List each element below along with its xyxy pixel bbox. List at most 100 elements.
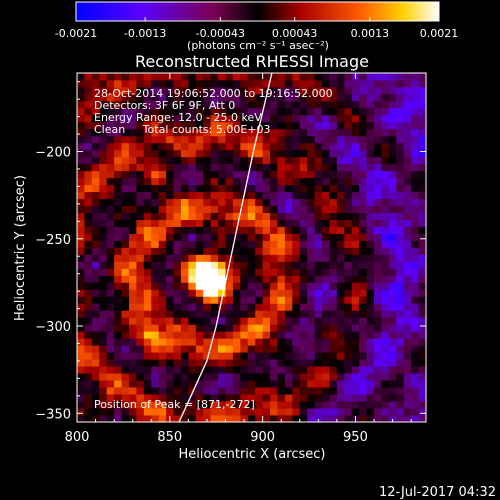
- heatmap-pixel: [336, 282, 345, 290]
- heatmap-pixel: [99, 415, 108, 422]
- heatmap-pixel: [255, 198, 264, 207]
- heatmap-pixel: [203, 394, 212, 402]
- heatmap-pixel: [329, 191, 338, 200]
- heatmap-pixel: [173, 79, 182, 88]
- heatmap-pixel: [314, 240, 323, 248]
- heatmap-pixel: [359, 107, 367, 116]
- heatmap-pixel: [411, 128, 419, 137]
- heatmap-pixel: [114, 191, 122, 200]
- heatmap-pixel: [166, 401, 174, 409]
- heatmap-pixel: [388, 142, 397, 151]
- heatmap-pixel: [240, 226, 249, 234]
- heatmap-pixel: [344, 107, 353, 116]
- heatmap-pixel: [158, 73, 167, 81]
- heatmap-pixel: [158, 191, 167, 200]
- heatmap-pixel: [240, 198, 249, 207]
- heatmap-pixel: [329, 387, 338, 395]
- heatmap-pixel: [136, 107, 145, 116]
- heatmap-pixel: [180, 212, 189, 220]
- heatmap-pixel: [180, 275, 189, 283]
- heatmap-pixel: [366, 149, 375, 158]
- heatmap-pixel: [84, 310, 93, 318]
- heatmap-pixel: [344, 394, 353, 402]
- heatmap-pixel: [77, 184, 85, 193]
- heatmap-pixel: [240, 394, 249, 402]
- heatmap-pixel: [151, 310, 160, 318]
- heatmap-pixel: [91, 324, 100, 332]
- heatmap-pixel: [262, 240, 271, 248]
- heatmap-pixel: [359, 338, 367, 346]
- heatmap-pixel: [240, 177, 249, 186]
- heatmap-pixel: [180, 303, 189, 311]
- heatmap-pixel: [307, 205, 316, 213]
- heatmap-pixel: [388, 93, 397, 102]
- heatmap-pixel: [77, 233, 85, 241]
- heatmap-pixel: [307, 352, 316, 360]
- heatmap-pixel: [388, 170, 397, 179]
- colorbar-ticks: -0.0021 -0.0013 -0.00043 0.00043 0.0013 0.002…: [55, 17, 458, 40]
- heatmap-pixel: [299, 86, 308, 95]
- heatmap-pixel: [210, 282, 219, 290]
- heatmap-pixel: [329, 366, 338, 374]
- heatmap-pixel: [255, 100, 264, 109]
- heatmap-pixel: [247, 79, 256, 88]
- heatmap-pixel: [203, 226, 212, 234]
- heatmap-pixel: [77, 338, 85, 346]
- heatmap-pixel: [77, 254, 85, 262]
- heatmap-pixel: [136, 359, 145, 367]
- heatmap-pixel: [262, 387, 271, 395]
- heatmap-pixel: [225, 254, 234, 262]
- heatmap-pixel: [203, 73, 212, 81]
- heatmap-pixel: [299, 128, 308, 137]
- heatmap-pixel: [299, 345, 308, 353]
- heatmap-pixel: [262, 282, 271, 290]
- heatmap-pixel: [232, 163, 241, 172]
- heatmap-pixel: [307, 366, 316, 374]
- heatmap-pixel: [299, 247, 308, 255]
- heatmap-pixel: [188, 205, 197, 213]
- heatmap-pixel: [173, 128, 182, 137]
- heatmap-pixel: [344, 177, 353, 186]
- heatmap-pixel: [77, 268, 85, 276]
- heatmap-pixel: [121, 254, 130, 262]
- heatmap-pixel: [418, 247, 426, 255]
- heatmap-pixel: [114, 219, 122, 227]
- heatmap-pixel: [374, 170, 382, 179]
- heatmap-pixel: [143, 359, 152, 367]
- heatmap-pixel: [403, 254, 412, 262]
- heatmap-pixel: [336, 338, 345, 346]
- heatmap-pixel: [396, 212, 405, 220]
- heatmap-pixel: [91, 149, 100, 158]
- heatmap-pixel: [195, 79, 204, 88]
- heatmap-pixel: [381, 79, 390, 88]
- heatmap-pixel: [411, 156, 419, 165]
- heatmap-pixel: [77, 142, 85, 151]
- heatmap-pixel: [351, 387, 360, 395]
- heatmap-pixel: [374, 296, 382, 304]
- heatmap-pixel: [225, 366, 234, 374]
- heatmap-pixel: [136, 142, 145, 151]
- heatmap-pixel: [322, 394, 330, 402]
- heatmap-pixel: [106, 331, 115, 339]
- heatmap-pixel: [314, 86, 323, 95]
- heatmap-pixel: [374, 114, 382, 123]
- heatmap-pixel: [336, 380, 345, 388]
- heatmap-pixel: [270, 177, 278, 186]
- heatmap-pixel: [218, 247, 226, 255]
- heatmap-pixel: [418, 352, 426, 360]
- heatmap-pixel: [173, 289, 182, 297]
- colorbar-tick-label: 0.00043: [272, 27, 318, 40]
- heatmap-pixel: [173, 373, 182, 381]
- heatmap-pixel: [418, 163, 426, 172]
- heatmap-pixel: [180, 289, 189, 297]
- heatmap-pixel: [314, 247, 323, 255]
- heatmap-pixel: [240, 79, 249, 88]
- heatmap-pixel: [91, 86, 100, 95]
- heatmap-pixel: [359, 310, 367, 318]
- heatmap-pixel: [403, 149, 412, 158]
- heatmap-pixel: [180, 261, 189, 269]
- heatmap-pixel: [388, 100, 397, 109]
- heatmap-pixel: [136, 331, 145, 339]
- heatmap-pixel: [225, 401, 234, 409]
- heatmap-pixel: [366, 114, 375, 123]
